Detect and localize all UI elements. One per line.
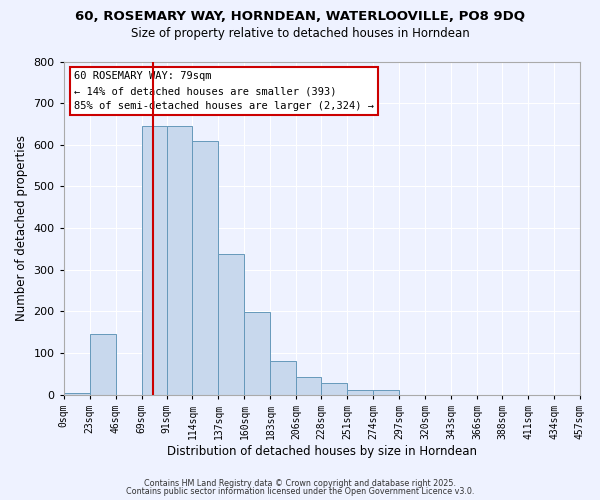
Bar [193, 140, 218, 394]
Bar [64, 392, 89, 394]
Bar [244, 312, 271, 394]
Text: 60 ROSEMARY WAY: 79sqm
← 14% of detached houses are smaller (393)
85% of semi-de: 60 ROSEMARY WAY: 79sqm ← 14% of detached… [74, 72, 374, 111]
Bar [271, 360, 296, 394]
Bar [167, 126, 193, 394]
Bar [89, 334, 116, 394]
Text: Contains public sector information licensed under the Open Government Licence v3: Contains public sector information licen… [126, 487, 474, 496]
Text: 60, ROSEMARY WAY, HORNDEAN, WATERLOOVILLE, PO8 9DQ: 60, ROSEMARY WAY, HORNDEAN, WATERLOOVILL… [75, 10, 525, 23]
Bar [347, 390, 373, 394]
Bar [218, 254, 244, 394]
Bar [373, 390, 399, 394]
Text: Size of property relative to detached houses in Horndean: Size of property relative to detached ho… [131, 28, 469, 40]
Y-axis label: Number of detached properties: Number of detached properties [15, 135, 28, 321]
Bar [142, 126, 167, 394]
Bar [296, 377, 321, 394]
Text: Contains HM Land Registry data © Crown copyright and database right 2025.: Contains HM Land Registry data © Crown c… [144, 478, 456, 488]
Bar [321, 384, 347, 394]
X-axis label: Distribution of detached houses by size in Horndean: Distribution of detached houses by size … [167, 444, 477, 458]
